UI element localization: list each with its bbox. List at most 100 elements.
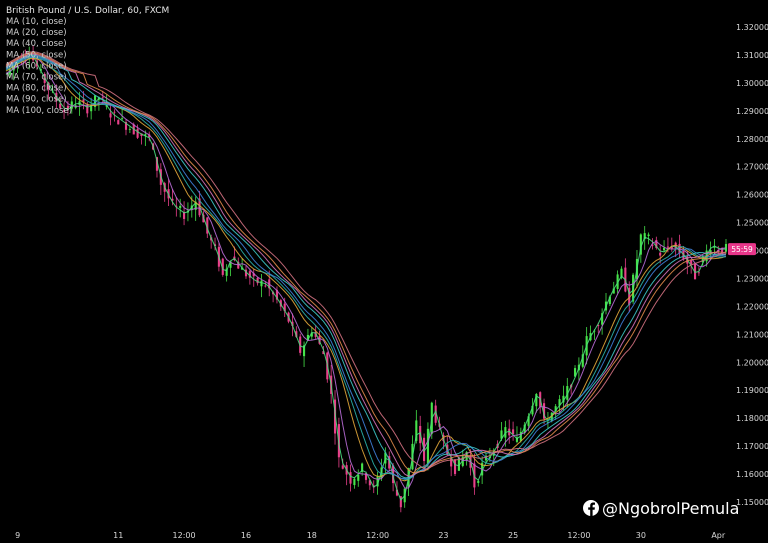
legend-entry: MA (50, close) (6, 50, 67, 60)
x-tick-label: 16 (241, 531, 251, 540)
candle (368, 479, 371, 490)
candle (333, 390, 337, 445)
candle (70, 96, 73, 114)
y-tick-label: 1.19000 (736, 386, 768, 395)
candle (74, 97, 77, 110)
ma-line (5, 52, 726, 501)
price-tag-label: 55:59 (731, 245, 753, 254)
ma-line (5, 56, 727, 480)
candle (213, 237, 217, 251)
x-tick-label: 12:00 (173, 531, 196, 540)
y-axis[interactable]: 1.32000 1.31000 1.30000 1.29000 1.28000 1.270… (736, 23, 768, 507)
candle (659, 245, 662, 264)
candle (612, 281, 615, 294)
candle (655, 236, 658, 250)
y-tick-label: 1.22000 (736, 302, 768, 311)
x-axis[interactable]: 9 11 12:00 16 18 12:00 23 25 12:00 30 Apr (15, 531, 726, 540)
candle (663, 240, 666, 252)
legend-entry: MA (20, close) (6, 28, 67, 38)
x-tick-label: 9 (15, 531, 20, 540)
y-tick-label: 1.16000 (736, 470, 768, 479)
candle (260, 274, 263, 298)
y-tick-label: 1.30000 (736, 79, 768, 88)
y-tick-label: 1.26000 (736, 191, 768, 200)
x-tick-label: 12:00 (366, 531, 389, 540)
candle (179, 198, 182, 218)
legend-entry: MA (100, close) (6, 106, 72, 116)
watermark-text: @NgobrolPemula (602, 499, 739, 518)
candle (453, 459, 457, 477)
candle (500, 421, 503, 442)
candle (63, 102, 66, 120)
legend-entry: MA (90, close) (6, 95, 67, 105)
y-tick-label: 1.17000 (736, 442, 768, 451)
candle (221, 257, 224, 277)
x-tick-label: 25 (508, 531, 518, 540)
candle (357, 469, 360, 487)
x-tick-label: 18 (307, 531, 317, 540)
y-tick-label: 1.27000 (736, 163, 768, 172)
y-tick-label: 1.25000 (736, 219, 768, 228)
y-tick-label: 1.28000 (736, 135, 768, 144)
legend-entry: MA (80, close) (6, 84, 67, 94)
candle (345, 461, 348, 486)
candle (194, 196, 197, 221)
facebook-logo-icon (583, 500, 599, 516)
candle (353, 477, 356, 489)
current-price-tag: 55:59 (728, 243, 756, 256)
moving-averages-layer (5, 51, 727, 501)
candle (264, 282, 267, 288)
candle (573, 365, 577, 378)
candle (450, 449, 453, 477)
ma-line (5, 57, 727, 482)
y-tick-label: 1.20000 (736, 358, 768, 367)
candle (310, 327, 313, 341)
candle (670, 237, 673, 252)
candle (724, 239, 728, 254)
candle (140, 133, 143, 145)
candle (59, 98, 62, 110)
candle (601, 308, 604, 335)
candle (124, 118, 128, 136)
candle (117, 119, 120, 125)
x-tick-label: 11 (113, 531, 123, 540)
legend-entry: MA (10, close) (6, 17, 67, 27)
candle (512, 421, 515, 441)
candle (248, 268, 251, 285)
candle (446, 435, 449, 456)
y-tick-label: 1.18000 (736, 414, 768, 423)
legend-entry: MA (60, close) (6, 61, 67, 71)
x-tick-label: 12:00 (567, 531, 590, 540)
candle (415, 410, 418, 444)
candle (562, 385, 565, 411)
y-tick-label: 1.15000 (736, 498, 768, 507)
candle (90, 97, 93, 120)
candle (314, 325, 317, 340)
candle (275, 286, 279, 304)
candle (364, 471, 368, 484)
candle (109, 105, 112, 126)
candle (148, 131, 151, 142)
ma-line (5, 51, 727, 470)
price-tag-background (728, 243, 756, 256)
ma-line (5, 53, 727, 477)
candle (349, 464, 352, 492)
ma-line (5, 56, 727, 489)
ma-line (5, 54, 727, 479)
candle (624, 258, 627, 293)
candle (303, 341, 306, 368)
candle (128, 126, 131, 133)
chart-title: British Pound / U.S. Dollar, 60, FXCM (6, 6, 169, 16)
legend: British Pound / U.S. Dollar, 60, FXCM MA… (6, 6, 169, 116)
y-tick-label: 1.23000 (736, 274, 768, 283)
legend-entry: MA (40, close) (6, 39, 67, 49)
candle (225, 264, 228, 282)
x-tick-label: 23 (438, 531, 448, 540)
y-tick-label: 1.29000 (736, 107, 768, 116)
y-tick-label: 1.21000 (736, 330, 768, 339)
x-tick-label: 30 (636, 531, 646, 540)
y-tick-label: 1.31000 (736, 51, 768, 60)
candle (121, 108, 124, 121)
